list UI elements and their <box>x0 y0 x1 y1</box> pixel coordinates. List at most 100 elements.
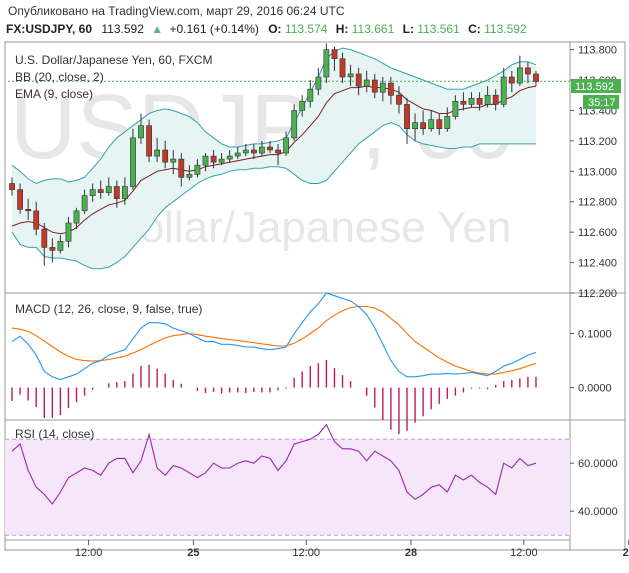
candle-up <box>105 186 112 193</box>
candle-down <box>533 73 539 82</box>
candle-up <box>428 119 435 129</box>
last-price-tag <box>571 79 621 93</box>
rsi-band-fill <box>5 439 570 536</box>
candle-up <box>315 76 322 90</box>
candle-down <box>210 155 217 163</box>
candle-up <box>379 82 386 93</box>
candle-down <box>251 149 257 154</box>
time-axis-label: 12:00 <box>292 547 320 559</box>
price-pane-title[interactable]: U.S. Dollar/Japanese Yen, 60, FXCM <box>15 53 212 67</box>
quote-last: 113.592 <box>101 22 144 36</box>
candle-down <box>355 73 362 87</box>
candle-up <box>154 149 160 157</box>
candle-up <box>468 98 475 105</box>
candle-up <box>258 146 265 154</box>
candle-down <box>476 98 483 105</box>
candle-down <box>162 149 169 163</box>
candle-up <box>347 73 354 78</box>
candle-down <box>41 228 48 248</box>
candle-down <box>178 158 185 178</box>
candle-down <box>49 247 56 251</box>
high-label: H: <box>336 22 349 36</box>
quote-change: +0.161 (+0.14%) <box>169 22 258 36</box>
candle-down <box>404 104 410 130</box>
macd-signal-line <box>11 305 537 375</box>
candle-up <box>186 174 193 178</box>
candle-down <box>275 149 281 154</box>
candle-down <box>371 79 378 93</box>
candle-down <box>339 58 346 78</box>
price-pane-layer <box>8 43 570 270</box>
candle-up <box>444 116 451 129</box>
candle-up <box>234 152 241 157</box>
candle-down <box>387 82 394 96</box>
candle-up <box>194 164 201 175</box>
chart-frame <box>4 41 626 551</box>
candle-up <box>452 101 459 117</box>
countdown-label: 35:17 <box>588 97 616 109</box>
time-axis-label: 12:00 <box>75 547 103 559</box>
rsi-line <box>11 423 537 505</box>
candle-up <box>65 222 72 242</box>
ema-legend[interactable]: EMA (9, close) <box>15 87 93 101</box>
rsi-axis-label: 60.0000 <box>578 458 618 470</box>
candle-down <box>25 209 32 212</box>
price-axis-label: 113.000 <box>578 166 617 178</box>
candle-up <box>291 110 298 139</box>
countdown-tag <box>583 95 619 109</box>
macd-pane-layer <box>11 292 537 435</box>
published-caption: Опубликовано на TradingView.com, март 29… <box>8 4 345 18</box>
candle-down <box>420 122 426 129</box>
candle-down <box>146 125 152 157</box>
time-axis-label: 29 <box>623 547 629 559</box>
bb-band-fill <box>12 48 536 269</box>
candle-up <box>299 101 306 111</box>
low-value: 113.561 <box>417 22 460 36</box>
candle-down <box>524 67 531 75</box>
candle-down <box>9 183 15 190</box>
close-label: C: <box>468 22 481 36</box>
candle-down <box>331 49 338 59</box>
price-axis-label: 112.400 <box>578 258 617 270</box>
price-axis-label: 112.600 <box>578 227 617 239</box>
candle-up <box>412 122 418 129</box>
quote-symbol[interactable]: FX:USDJPY, 60 <box>6 22 92 36</box>
candle-up <box>226 155 233 160</box>
rsi-legend[interactable]: RSI (14, close) <box>15 427 94 441</box>
candle-up <box>57 241 64 251</box>
time-axis-label: 25 <box>187 547 199 559</box>
ema-line <box>11 85 537 235</box>
rsi-pane-layer <box>5 423 570 536</box>
candle-down <box>113 186 120 199</box>
candle-up <box>516 67 523 84</box>
time-axis-label: 28 <box>405 547 417 559</box>
macd-legend[interactable]: MACD (12, 26, close, 9, false, true) <box>15 302 202 316</box>
candle-down <box>396 94 402 105</box>
price-axis-label: 113.200 <box>578 136 617 148</box>
macd-axis-label: 0.1000 <box>578 329 612 341</box>
candle-down <box>492 94 499 105</box>
candle-down <box>33 210 40 230</box>
rsi-axis-label: 40.0000 <box>578 506 618 518</box>
high-value: 113.661 <box>352 22 395 36</box>
bb-legend[interactable]: BB (20, close, 2) <box>15 70 104 84</box>
candle-up <box>218 158 225 163</box>
candle-up <box>307 88 314 102</box>
candle-up <box>81 195 88 212</box>
candle-up <box>484 94 491 105</box>
candle-up <box>138 125 144 139</box>
last-price-label: 113.592 <box>575 81 614 93</box>
axes-layer: 113.800113.600113.400113.200113.000112.8… <box>75 45 629 559</box>
candle-up <box>363 79 370 87</box>
open-label: O: <box>268 22 281 36</box>
open-value: 113.574 <box>285 22 328 36</box>
close-value: 113.592 <box>484 22 527 36</box>
price-axis-label: 112.800 <box>578 197 617 209</box>
candle-down <box>460 101 467 105</box>
low-label: L: <box>403 22 414 36</box>
price-axis-label: 113.800 <box>578 45 617 57</box>
macd-line <box>11 292 537 381</box>
time-axis-label: 12:00 <box>510 547 538 559</box>
candle-down <box>17 189 23 210</box>
